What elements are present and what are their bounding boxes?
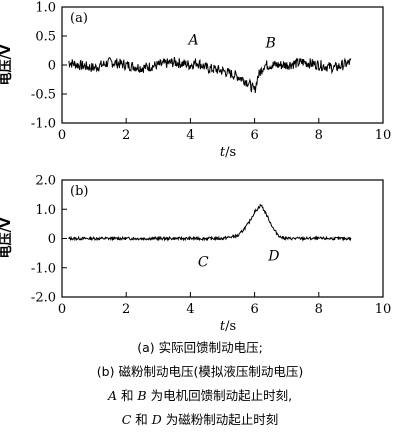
y-tick-label: -0.5 bbox=[31, 88, 56, 103]
caption-rest-2: 为磁粉制动起止时刻 bbox=[161, 412, 279, 427]
panel-a-x-ticks: 0 2 4 6 8 10 bbox=[58, 118, 391, 143]
panel-a-y-ticks: 1.0 0.5 0 -0.5 -1.0 bbox=[31, 1, 67, 132]
x-tick-label: 6 bbox=[250, 302, 258, 317]
caption-B: B bbox=[137, 388, 147, 403]
panel-b-ylabel: 电压/V bbox=[0, 218, 14, 259]
panel-b-y-ticks: 2.0 1.0 0 -1.0 -2.0 bbox=[31, 174, 67, 306]
y-tick-label: 1.0 bbox=[35, 1, 56, 16]
annotation-A: A bbox=[187, 33, 199, 49]
panel-b-xlabel: t/s bbox=[220, 319, 236, 334]
panel-a-xlabel: t/s bbox=[220, 145, 236, 160]
caption-line-4: C 和 D 为磁粉制动起止时刻 bbox=[0, 408, 400, 432]
y-tick-label: 0 bbox=[48, 59, 56, 74]
x-tick-label: 0 bbox=[58, 128, 66, 143]
series-line bbox=[68, 203, 352, 242]
x-tick-label: 8 bbox=[315, 302, 323, 317]
caption-rest-1: 为电机回馈制动起止时刻, bbox=[146, 388, 293, 403]
panel-b-label: (b) bbox=[70, 184, 88, 199]
y-tick-label: 0 bbox=[48, 232, 56, 247]
caption-line-2: (b) 磁粉制动电压(模拟液压制动电压) bbox=[96, 364, 304, 379]
panel-b-series bbox=[68, 203, 352, 242]
x-tick-label: 6 bbox=[250, 128, 258, 143]
panel-a-ylabel: 电压/V bbox=[0, 45, 14, 86]
y-tick-label: 2.0 bbox=[35, 174, 56, 189]
y-tick-label: -1.0 bbox=[31, 261, 56, 276]
x-tick-label: 4 bbox=[186, 128, 194, 143]
y-tick-label: -2.0 bbox=[31, 291, 56, 306]
x-tick-label: 2 bbox=[122, 128, 130, 143]
x-tick-label: 8 bbox=[315, 128, 323, 143]
caption-and-2: 和 bbox=[131, 412, 152, 427]
x-tick-label: 10 bbox=[375, 302, 392, 317]
caption-A: A bbox=[107, 388, 117, 403]
caption-line-3: A 和 B 为电机回馈制动起止时刻, bbox=[0, 384, 400, 408]
caption-and-1: 和 bbox=[116, 388, 138, 403]
y-tick-label: 0.5 bbox=[35, 30, 56, 45]
figure-caption: (a) 实际回馈制动电压; (b) 磁粉制动电压(模拟液压制动电压) A 和 B… bbox=[0, 336, 400, 432]
caption-D: D bbox=[151, 412, 162, 427]
x-tick-label: 0 bbox=[58, 302, 66, 317]
annotation-D: D bbox=[267, 248, 279, 264]
x-tick-label: 10 bbox=[375, 128, 392, 143]
annotation-C: C bbox=[198, 254, 209, 270]
y-tick-label: 1.0 bbox=[35, 203, 56, 218]
caption-C: C bbox=[121, 412, 132, 427]
x-tick-label: 4 bbox=[186, 302, 194, 317]
panel-a-series bbox=[68, 56, 352, 94]
annotation-B: B bbox=[265, 36, 276, 52]
caption-line-1: (a) 实际回馈制动电压; bbox=[137, 340, 263, 355]
series-line bbox=[68, 56, 352, 94]
panel-a-label: (a) bbox=[70, 11, 88, 26]
x-tick-label: 2 bbox=[122, 302, 130, 317]
y-tick-label: -1.0 bbox=[31, 117, 56, 132]
panel-b-x-ticks: 0 2 4 6 8 10 bbox=[58, 292, 391, 317]
